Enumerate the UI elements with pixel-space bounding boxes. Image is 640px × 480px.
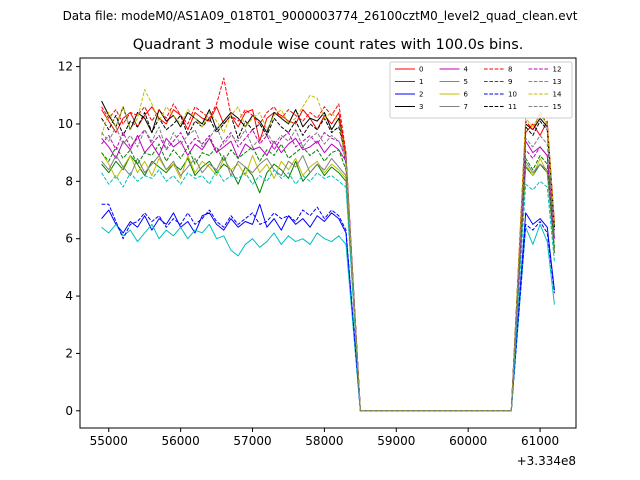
legend-label-11: 11 bbox=[508, 103, 517, 111]
chart-title: Quadrant 3 module wise count rates with … bbox=[133, 37, 524, 53]
series-line-13 bbox=[101, 169, 555, 412]
legend-label-13: 13 bbox=[553, 78, 562, 86]
legend-label-3: 3 bbox=[419, 103, 423, 111]
x-tick-label: 57000 bbox=[233, 434, 271, 448]
x-tick-label: 61000 bbox=[521, 434, 559, 448]
series-line-8 bbox=[101, 77, 555, 412]
x-tick-label: 56000 bbox=[162, 434, 200, 448]
series-line-14 bbox=[101, 89, 555, 412]
legend-label-7: 7 bbox=[464, 103, 468, 111]
legend-label-0: 0 bbox=[419, 66, 423, 74]
x-tick-label: 58000 bbox=[305, 434, 343, 448]
series-line-10 bbox=[101, 203, 555, 412]
x-offset-label: +3.334e8 bbox=[517, 454, 576, 468]
series-line-11 bbox=[101, 112, 555, 412]
series-line-0 bbox=[101, 106, 555, 412]
legend-label-12: 12 bbox=[553, 66, 562, 74]
y-tick-label: 12 bbox=[58, 60, 73, 74]
legend-label-9: 9 bbox=[508, 78, 512, 86]
y-tick-label: 0 bbox=[65, 404, 73, 418]
legend-label-14: 14 bbox=[553, 91, 562, 99]
y-tick-label: 8 bbox=[65, 174, 73, 188]
figure-suptitle: Data file: modeM0/AS1A09_018T01_90000037… bbox=[63, 9, 578, 23]
legend-label-1: 1 bbox=[419, 78, 423, 86]
legend-frame bbox=[389, 61, 573, 119]
legend-label-15: 15 bbox=[553, 103, 562, 111]
series-line-5 bbox=[101, 223, 555, 412]
series-line-9 bbox=[101, 143, 555, 412]
y-tick-label: 10 bbox=[58, 117, 73, 131]
x-tick-label: 59000 bbox=[377, 434, 415, 448]
legend-label-4: 4 bbox=[464, 66, 469, 74]
series-line-7 bbox=[101, 155, 555, 412]
y-tick-label: 4 bbox=[65, 289, 73, 303]
legend-label-5: 5 bbox=[464, 78, 468, 86]
legend-label-10: 10 bbox=[508, 91, 517, 99]
y-tick-label: 2 bbox=[65, 346, 73, 360]
series-line-1 bbox=[101, 155, 555, 412]
series-line-6 bbox=[101, 152, 555, 412]
legend-label-8: 8 bbox=[508, 66, 512, 74]
series-line-3 bbox=[101, 100, 555, 412]
x-tick-label: 55000 bbox=[90, 434, 128, 448]
series-line-2 bbox=[101, 203, 555, 412]
axis-ticks: 55000 56000 57000 58000 59000 60000 61000 0 2 4 6 8… bbox=[58, 60, 559, 448]
y-tick-label: 6 bbox=[65, 232, 73, 246]
legend-label-6: 6 bbox=[464, 91, 469, 99]
x-tick-label: 60000 bbox=[449, 434, 487, 448]
legend-label-2: 2 bbox=[419, 91, 423, 99]
plot-area-frame bbox=[79, 57, 577, 429]
plot-lines bbox=[101, 77, 555, 412]
